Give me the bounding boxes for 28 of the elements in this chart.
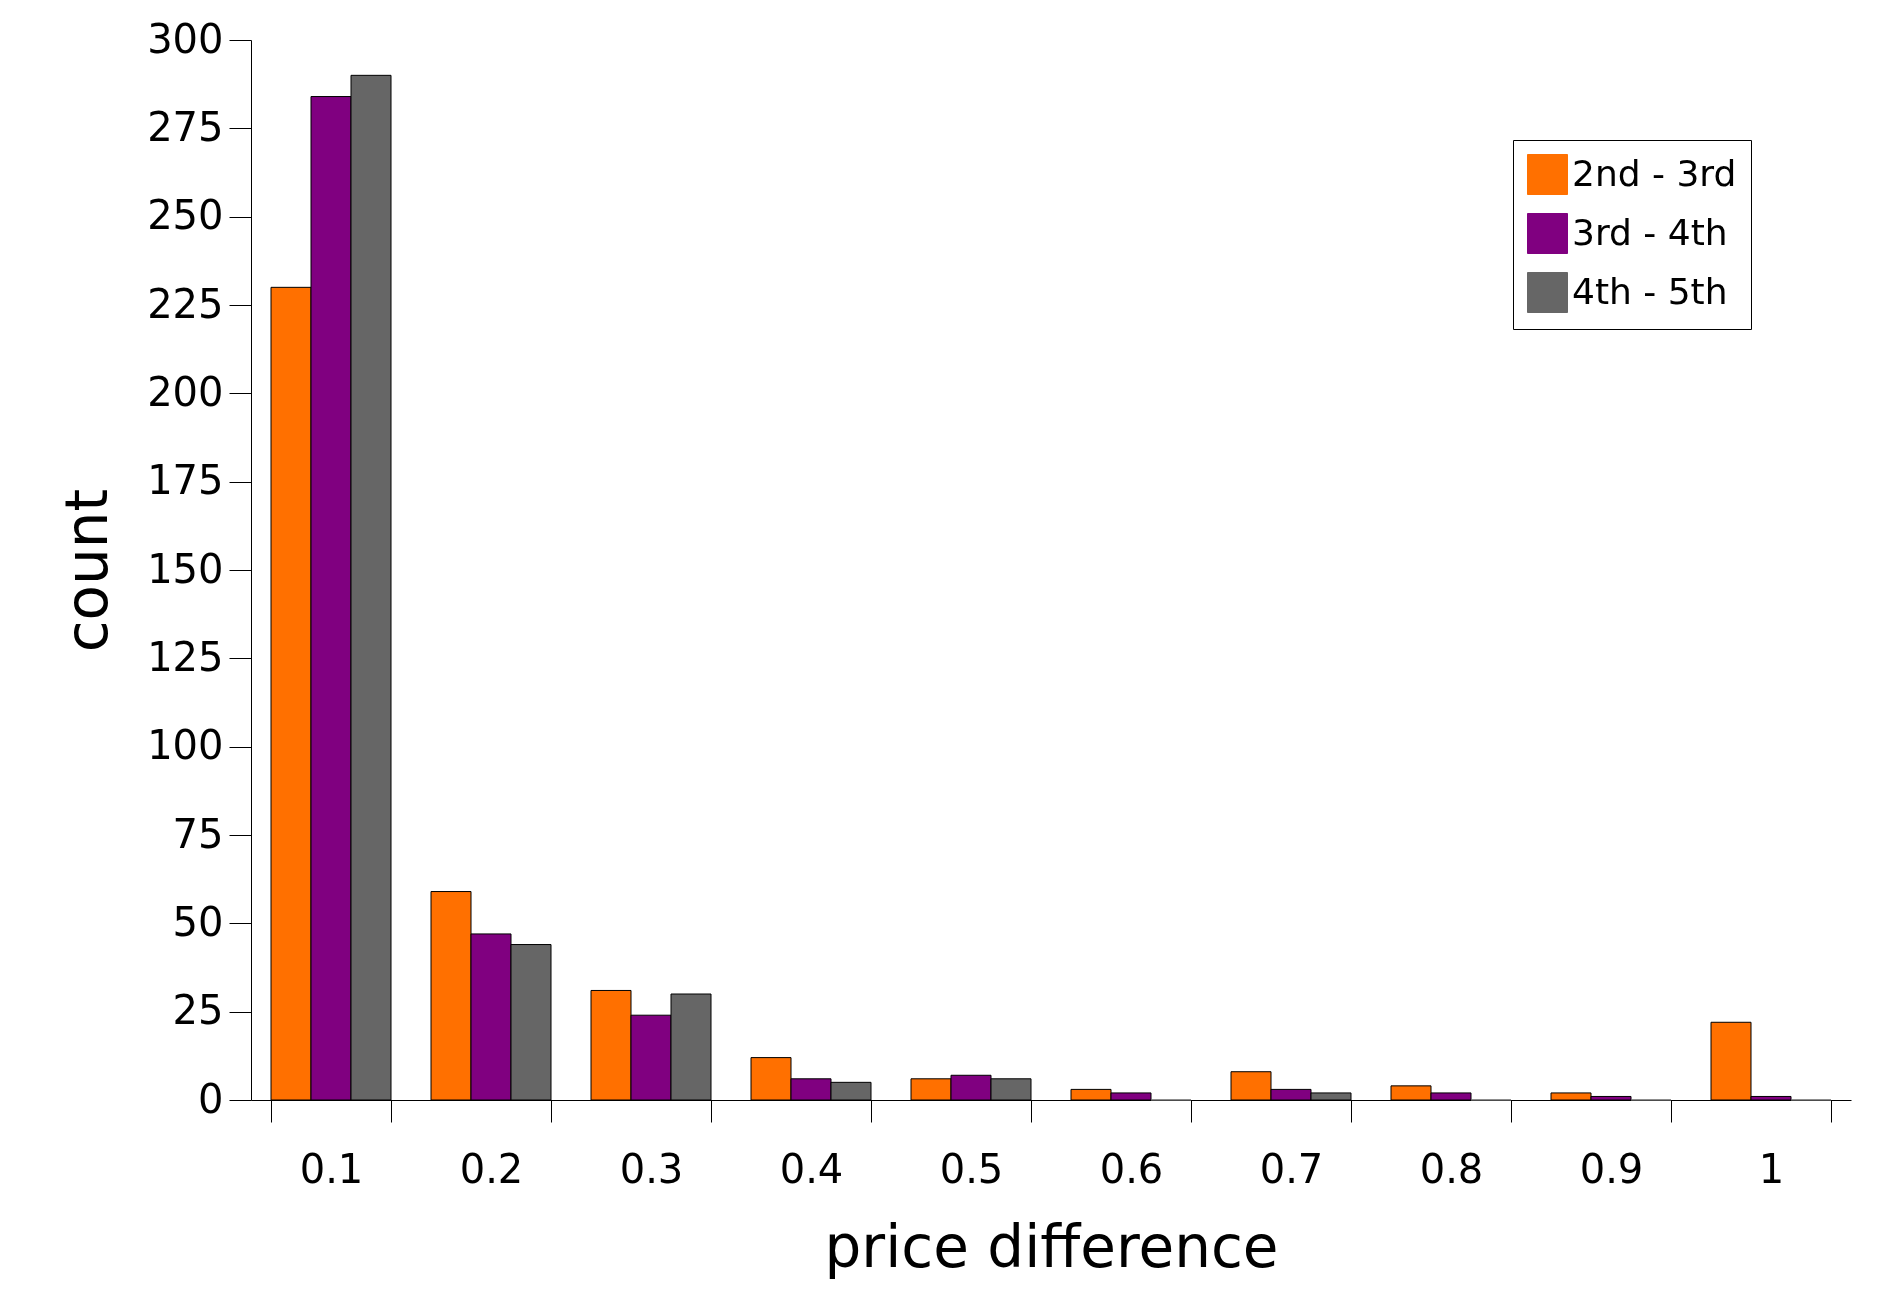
x-tick-label: 1: [1758, 1145, 1785, 1192]
legend-label: 4th - 5th: [1572, 270, 1728, 312]
x-tick-label: 0.9: [1579, 1145, 1644, 1192]
x-tick-label: 0.2: [459, 1145, 524, 1192]
y-tick-label: 75: [172, 810, 224, 857]
x-tick-label: 0.7: [1259, 1145, 1324, 1192]
x-tick-label: 0.8: [1419, 1145, 1484, 1192]
legend-label: 2nd - 3rd: [1572, 152, 1737, 194]
x-tick-label: 0.1: [299, 1145, 364, 1192]
y-tick-label: 125: [147, 633, 224, 680]
x-tick-label: 0.4: [779, 1145, 844, 1192]
y-tick-label: 50: [172, 898, 224, 945]
x-axis-title: price difference: [824, 1212, 1279, 1281]
y-tick-label: 175: [147, 457, 224, 504]
y-tick-label: 200: [147, 368, 224, 415]
x-tick-label: 0.5: [939, 1145, 1004, 1192]
y-tick-label: 300: [147, 15, 224, 62]
y-tick-label: 250: [147, 192, 224, 239]
legend-label: 3rd - 4th: [1572, 211, 1728, 253]
x-tick-label: 0.3: [619, 1145, 684, 1192]
y-axis-title: count: [53, 488, 122, 653]
y-tick-label: 225: [147, 280, 224, 327]
x-tick-label: 0.6: [1099, 1145, 1164, 1192]
y-tick-label: 25: [172, 987, 224, 1034]
y-tick-label: 0: [198, 1075, 224, 1122]
y-tick-label: 100: [147, 722, 224, 769]
y-tick-label: 150: [147, 545, 224, 592]
y-tick-label: 275: [147, 103, 224, 150]
